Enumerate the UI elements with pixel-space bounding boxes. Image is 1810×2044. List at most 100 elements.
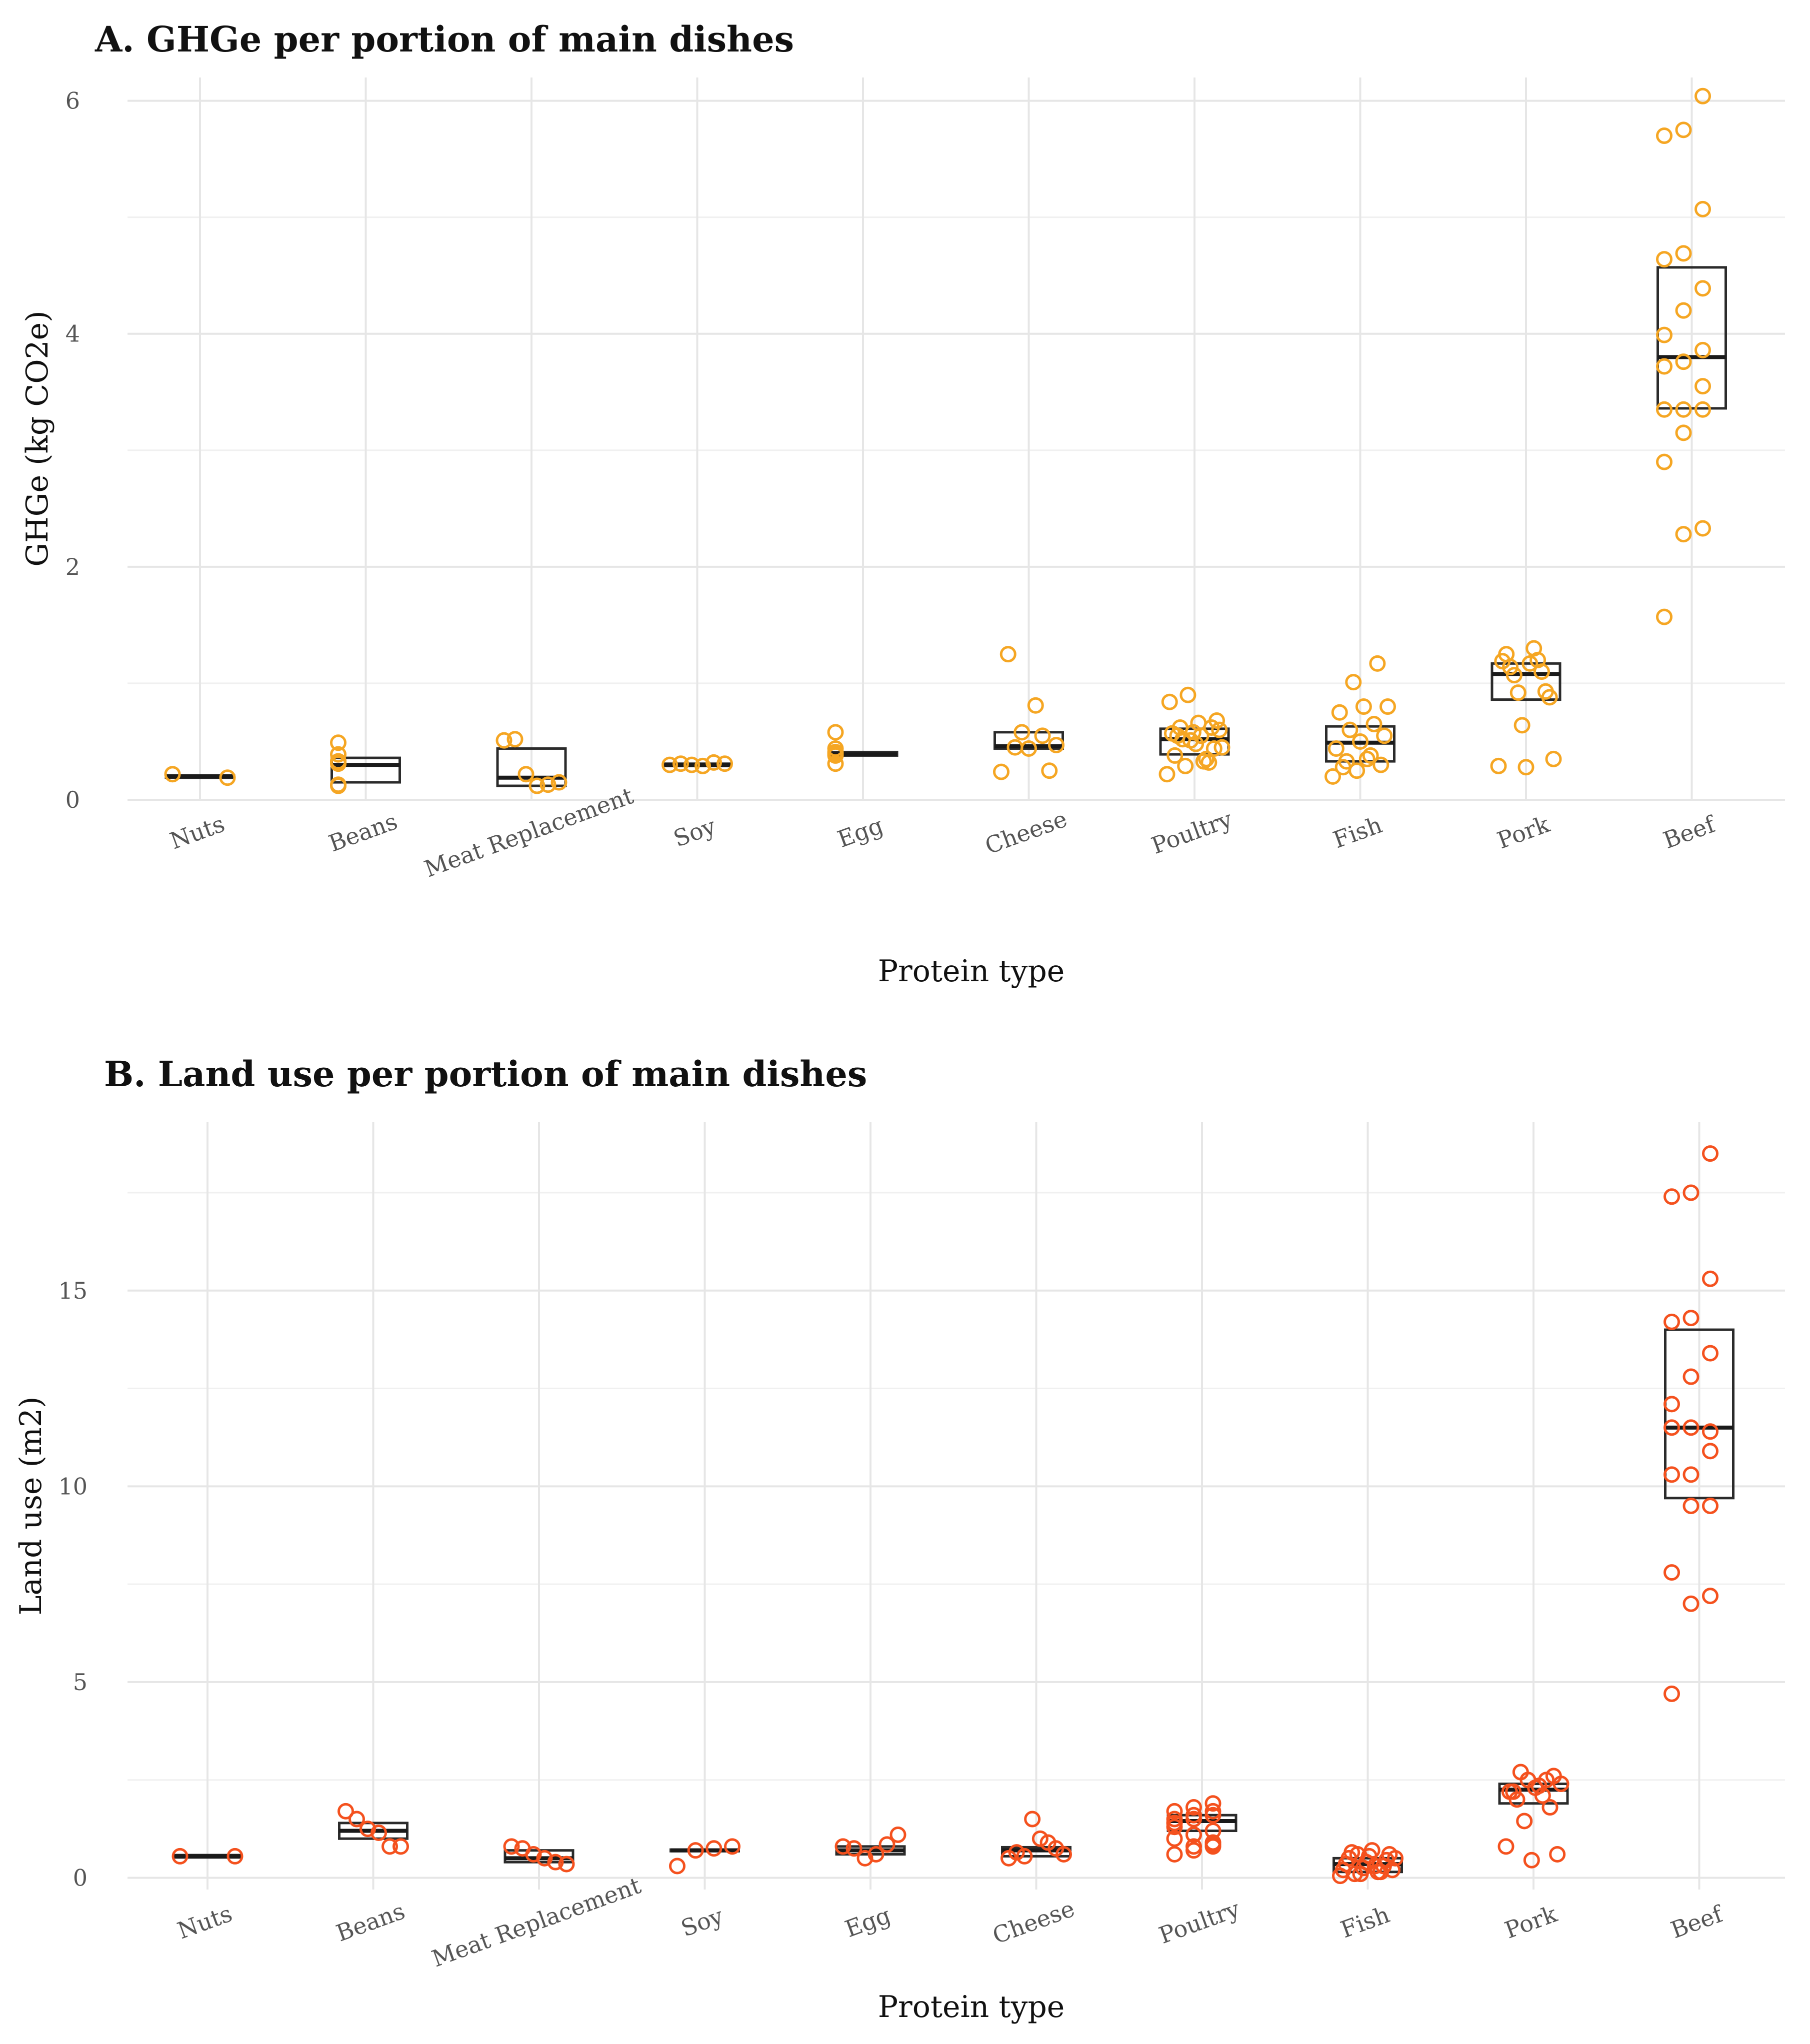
data-point [506, 731, 524, 748]
x-tick-label: Soy [678, 1902, 727, 1942]
data-point [1000, 646, 1016, 663]
data-point [1675, 401, 1692, 418]
data-point [1512, 1764, 1529, 1781]
data-point [1211, 721, 1228, 738]
y-tick-label: 10 [58, 1473, 88, 1500]
data-point [330, 734, 346, 751]
data-point [1358, 750, 1376, 767]
data-point [1041, 762, 1058, 779]
data-point [330, 753, 346, 770]
data-point [1186, 1842, 1202, 1859]
data-point [1702, 1270, 1718, 1287]
x-tick-label: Poultry [1148, 805, 1236, 859]
data-point [1498, 1838, 1514, 1855]
data-point [672, 755, 689, 772]
x-tick-label: Egg [842, 1902, 894, 1943]
data-point [1694, 200, 1711, 217]
data-point [1376, 727, 1393, 744]
box-beans [330, 756, 401, 784]
data-point [1656, 127, 1672, 144]
data-point [1702, 1145, 1718, 1162]
data-point [993, 763, 1010, 780]
data-point [834, 1838, 852, 1855]
data-point [1682, 1310, 1700, 1327]
data-point [669, 1858, 686, 1875]
x-tick-label: Beef [1667, 1900, 1727, 1944]
data-point [1656, 608, 1672, 625]
chart-title: A. GHGe per portion of main dishes [94, 18, 794, 60]
y-tick-label: 6 [66, 87, 80, 114]
data-point [518, 766, 534, 783]
data-point [1506, 667, 1522, 684]
data-point [1370, 1864, 1386, 1881]
box-beef [1664, 1328, 1734, 1500]
data-point [856, 1850, 874, 1867]
y-tick-label: 5 [73, 1669, 88, 1696]
data-point [716, 755, 733, 772]
data-point [1545, 750, 1562, 767]
chart-ghge: 0 2 4 6 Nuts Beans Meat Replacement Soy Egg Chees… [0, 0, 1810, 1020]
data-point [1675, 526, 1692, 543]
data-point [1180, 686, 1196, 703]
data-point [1682, 1466, 1700, 1483]
data-point [1186, 1799, 1202, 1816]
data-point [1702, 1345, 1718, 1362]
y-tick-label: 0 [73, 1865, 88, 1892]
data-point [1549, 1846, 1566, 1863]
data-point [1682, 1419, 1700, 1436]
y-axis-title: GHGe (kg CO2e) [20, 310, 55, 566]
data-point [878, 1836, 896, 1853]
data-point [1204, 1838, 1222, 1855]
data-point [540, 776, 556, 793]
data-point [1656, 358, 1672, 375]
data-point [558, 1856, 575, 1873]
data-point [528, 777, 546, 794]
data-point [890, 1826, 906, 1843]
data-point [226, 1848, 244, 1865]
data-point [1166, 1830, 1183, 1847]
data-point [164, 766, 181, 783]
x-tick-label: Fish [1330, 811, 1386, 854]
data-point [496, 732, 512, 749]
data-point [1040, 1834, 1056, 1851]
data-point [1656, 251, 1672, 268]
data-point [1355, 698, 1372, 715]
data-point [1522, 655, 1538, 672]
data-point [1362, 747, 1379, 764]
data-point [1349, 1846, 1366, 1863]
x-tick-label: Meat Replacement [428, 1872, 644, 1972]
data-point [684, 756, 700, 773]
data-point [1008, 1844, 1025, 1861]
data-point [1016, 1848, 1033, 1865]
box-pork [1490, 662, 1562, 701]
data-point [1198, 750, 1215, 767]
data-point [1186, 1807, 1202, 1824]
data-point [1516, 1813, 1533, 1830]
data-point [1664, 1188, 1680, 1205]
data-point [1702, 1423, 1718, 1440]
data-point [330, 746, 346, 763]
chart-land-use: 0 5 10 15 Nuts Beans Meat Replacement Soy Egg Che… [0, 1040, 1810, 2044]
data-point [1027, 697, 1044, 714]
data-point [1694, 341, 1711, 358]
data-point [1675, 302, 1692, 319]
data-point [547, 1854, 564, 1871]
data-point [694, 757, 711, 774]
data-point [1664, 1564, 1680, 1581]
y-tick-label: 0 [66, 786, 80, 813]
data-point [1675, 353, 1692, 370]
data-point [1164, 725, 1180, 742]
data-point [1014, 724, 1030, 741]
data-point [1352, 733, 1368, 750]
x-tick-label: Pork [1494, 810, 1554, 854]
data-point [1214, 739, 1230, 756]
x-tick-label: Nuts [166, 810, 228, 854]
data-point [392, 1838, 409, 1855]
data-point [1702, 1443, 1718, 1460]
data-point [1324, 768, 1341, 785]
data-point [1158, 766, 1176, 783]
data-point [1510, 684, 1526, 701]
data-point [1702, 1498, 1718, 1514]
data-point [1702, 1588, 1718, 1605]
